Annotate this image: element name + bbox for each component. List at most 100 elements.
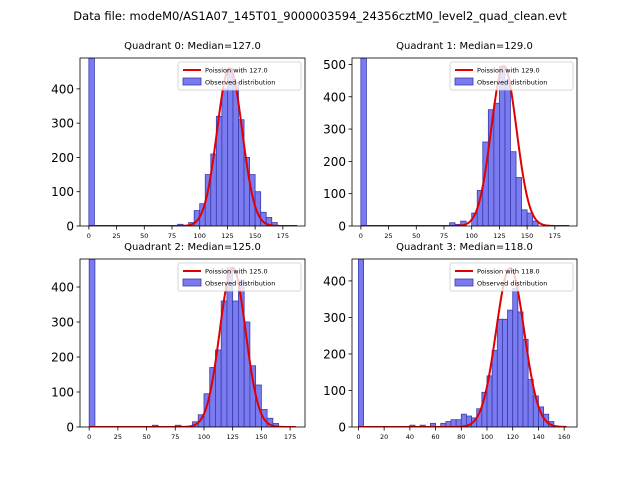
- histogram-bar: [360, 58, 367, 226]
- histogram-bar: [358, 259, 364, 427]
- y-tick-label: 300: [323, 311, 346, 325]
- subplot-quadrant-3: Quadrant 3: Median=118.0 0 20 40 60 80 100 120 1…: [323, 242, 578, 441]
- histogram-bar: [430, 422, 436, 427]
- legend-label-fit: Poission with 118.0: [477, 268, 540, 276]
- poisson-fit-line: [89, 266, 296, 427]
- histogram-bar: [517, 311, 524, 427]
- subplot-quadrant-0: Quadrant 0: Median=127.0 0 25 50 75 100 125 150…: [51, 41, 306, 240]
- x-tick-label: 25: [384, 232, 392, 240]
- y-tick-label: 200: [323, 347, 346, 361]
- x-tick-label: 125: [226, 433, 238, 441]
- x-tick-label: 100: [198, 433, 210, 441]
- x-tick-label: 50: [142, 433, 150, 441]
- x-tick-label: 120: [507, 433, 519, 441]
- histogram-bar: [227, 67, 234, 226]
- y-tick-label: 300: [51, 117, 74, 131]
- y-tick-label: 500: [323, 58, 346, 72]
- legend-label-observed: Observed distribution: [205, 79, 275, 87]
- subplot-quadrant-2: Quadrant 2: Median=125.0 0 25 50 75 100 125 150…: [51, 242, 306, 441]
- x-tick-label: 140: [532, 433, 544, 441]
- y-tick-label: 200: [323, 155, 346, 169]
- y-tick-label: 100: [51, 185, 74, 199]
- axes-frame: [351, 258, 578, 428]
- histogram-bar: [493, 102, 500, 226]
- histogram-bar: [88, 259, 96, 427]
- y-tick-label: 0: [338, 421, 346, 435]
- x-tick-label: 25: [114, 433, 122, 441]
- y-tick-label: 200: [51, 151, 74, 165]
- histogram-bar: [491, 349, 498, 427]
- x-tick-label: 50: [412, 232, 420, 240]
- x-tick-label: 25: [112, 232, 120, 240]
- axes-frame: [79, 258, 306, 428]
- legend-label-fit: Poission with 129.0: [477, 67, 540, 75]
- histogram-bar: [265, 217, 273, 226]
- x-tick-label: 160: [558, 433, 570, 441]
- x-tick-label: 0: [356, 433, 360, 441]
- axes-frame: [79, 57, 306, 227]
- x-tick-label: 150: [249, 232, 261, 240]
- y-tick-label: 100: [323, 187, 346, 201]
- y-tick-label: 0: [66, 220, 74, 234]
- y-tick-label: 0: [338, 220, 346, 234]
- figure-suptitle: Data file: modeM0/AS1A07_145T01_90000035…: [73, 9, 567, 23]
- histogram-bar: [88, 58, 95, 226]
- poisson-fit-line: [88, 67, 298, 226]
- legend-label-fit: Poission with 127.0: [205, 67, 268, 75]
- axes-frame: [351, 57, 578, 227]
- poisson-fit-line: [358, 267, 567, 427]
- histogram-bar: [450, 419, 457, 427]
- x-tick-label: 75: [168, 232, 176, 240]
- y-tick-label: 100: [323, 384, 346, 398]
- subplot-title: Quadrant 3: Median=118.0: [396, 242, 533, 253]
- histogram-bar: [232, 300, 239, 427]
- histogram-bar: [512, 287, 519, 427]
- legend-box: [177, 61, 302, 91]
- subplots-container: Quadrant 0: Median=127.0 0 25 50 75 100 125 150…: [51, 41, 578, 441]
- x-tick-label: 50: [140, 232, 148, 240]
- x-tick-label: 150: [255, 433, 267, 441]
- x-tick-label: 75: [171, 433, 179, 441]
- legend-bar-swatch: [454, 278, 474, 287]
- legend-label-observed: Observed distribution: [477, 79, 547, 87]
- legend: Poission with 129.0 Observed distribution: [449, 61, 574, 91]
- x-tick-label: 40: [406, 433, 414, 441]
- y-tick-label: 400: [323, 90, 346, 104]
- subplot-quadrant-1: Quadrant 1: Median=129.0 0 25 50 75 100 125 150…: [323, 41, 578, 240]
- x-tick-label: 0: [87, 433, 91, 441]
- legend-box: [449, 262, 574, 292]
- bars-group: [358, 259, 555, 427]
- histogram-bar: [521, 209, 528, 226]
- legend: Poission with 118.0 Observed distribution: [449, 262, 574, 292]
- histogram-bar: [496, 318, 503, 427]
- x-tick-label: 20: [380, 433, 388, 441]
- legend-label-observed: Observed distribution: [205, 280, 275, 288]
- y-tick-label: 400: [51, 281, 74, 295]
- y-tick-label: 0: [66, 421, 74, 435]
- legend-box: [449, 61, 574, 91]
- histogram-bar: [510, 151, 517, 226]
- x-tick-label: 175: [549, 232, 561, 240]
- histogram-bar: [226, 267, 234, 427]
- x-tick-label: 175: [284, 433, 296, 441]
- legend-bar-swatch: [454, 77, 474, 86]
- bars-group: [360, 58, 539, 226]
- x-tick-label: 100: [193, 232, 205, 240]
- subplot-title: Quadrant 1: Median=129.0: [396, 41, 533, 52]
- histogram-bar: [515, 177, 522, 226]
- legend-bar-swatch: [182, 77, 202, 86]
- y-tick-label: 300: [51, 316, 74, 330]
- x-tick-label: 125: [493, 232, 505, 240]
- poisson-fit-line: [360, 65, 570, 226]
- histogram-bar: [504, 80, 511, 226]
- x-tick-label: 80: [457, 433, 465, 441]
- y-tick-label: 200: [51, 351, 74, 365]
- subplot-title: Quadrant 2: Median=125.0: [124, 242, 261, 253]
- legend: Poission with 127.0 Observed distribution: [177, 61, 302, 91]
- legend-bar-swatch: [182, 278, 202, 287]
- x-tick-label: 60: [431, 433, 439, 441]
- x-tick-label: 125: [221, 232, 233, 240]
- legend-label-observed: Observed distribution: [477, 280, 547, 288]
- legend-box: [177, 262, 302, 292]
